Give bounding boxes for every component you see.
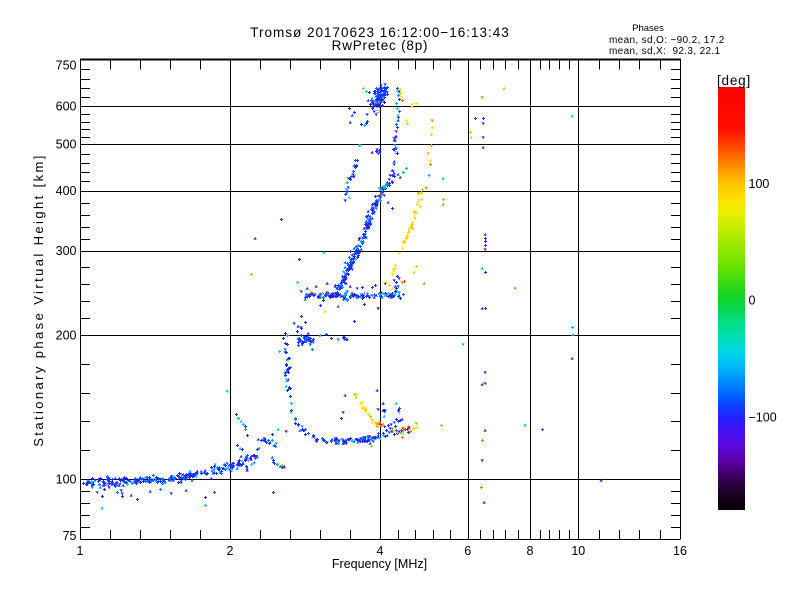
svg-text:16: 16: [673, 544, 687, 558]
svg-text:Stationary phase Virtual Heigh: Stationary phase Virtual Height [km]: [31, 153, 46, 447]
svg-text:[deg]: [deg]: [717, 73, 751, 88]
svg-text:600: 600: [56, 100, 77, 114]
svg-text:300: 300: [56, 244, 77, 258]
svg-text:400: 400: [56, 184, 77, 198]
svg-text:mean, sd,O: −90.2, 17.2: mean, sd,O: −90.2, 17.2: [609, 35, 725, 46]
svg-text:mean, sd,X: 92.3, 22.1: mean, sd,X: 92.3, 22.1: [609, 46, 721, 57]
svg-text:100: 100: [56, 473, 77, 487]
svg-text:−100: −100: [749, 410, 777, 424]
svg-text:2: 2: [227, 544, 234, 558]
svg-text:100: 100: [749, 177, 770, 191]
svg-text:Tromsø 20170623 16:12:00−16:13: Tromsø 20170623 16:12:00−16:13:43: [250, 25, 510, 40]
svg-text:0: 0: [749, 293, 756, 307]
svg-text:Frequency [MHz]: Frequency [MHz]: [332, 557, 427, 571]
svg-text:4: 4: [377, 544, 384, 558]
svg-text:1: 1: [77, 544, 84, 558]
svg-text:500: 500: [56, 138, 77, 152]
svg-text:6: 6: [464, 544, 471, 558]
svg-text:200: 200: [56, 328, 77, 342]
svg-text:Phases: Phases: [632, 23, 664, 34]
svg-text:8: 8: [527, 544, 534, 558]
svg-text:RwPretec (8p): RwPretec (8p): [332, 38, 429, 53]
svg-text:750: 750: [56, 58, 77, 72]
svg-text:75: 75: [63, 529, 77, 543]
svg-text:10: 10: [571, 544, 585, 558]
